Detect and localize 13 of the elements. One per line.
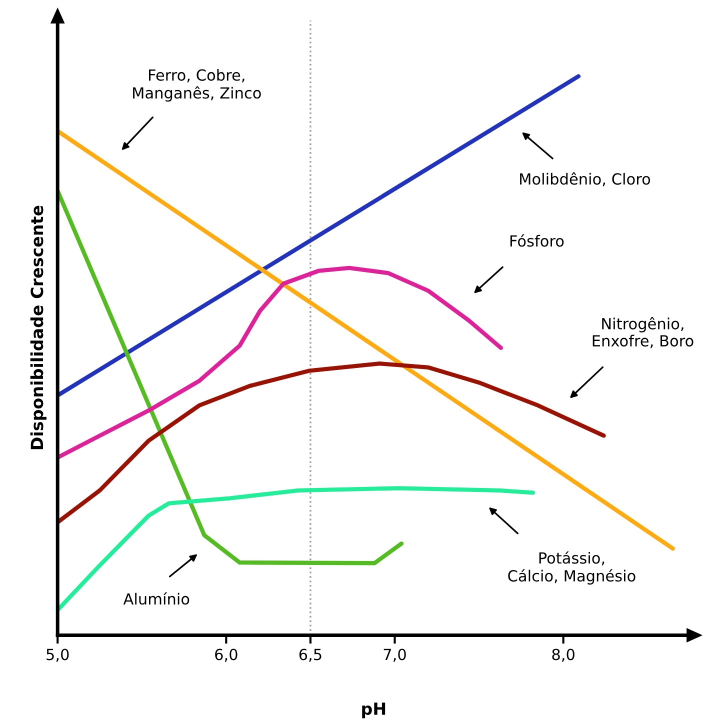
annotation: Alumínio bbox=[123, 592, 190, 605]
x-tick-label: 6,0 bbox=[215, 648, 238, 662]
x-tick-label: 5,0 bbox=[46, 648, 69, 662]
annotation: Potássio, Cálcio, Magnésio bbox=[508, 551, 636, 585]
annotation: Molibdênio, Cloro bbox=[520, 172, 650, 186]
annotation: Nitrogênio, Enxofre, Boro bbox=[592, 317, 694, 348]
annotation: Fósforo bbox=[510, 234, 564, 247]
x-axis-title: pH bbox=[362, 702, 386, 718]
annotation: Ferro, Cobre, Manganês, Zinco bbox=[133, 69, 261, 102]
y-axis-title: Disponibilidade Crescente bbox=[30, 206, 46, 450]
x-tick-label: 7,0 bbox=[384, 648, 406, 662]
x-tick-label: 6,5 bbox=[299, 648, 322, 662]
x-tick-label: 8,0 bbox=[552, 648, 574, 662]
